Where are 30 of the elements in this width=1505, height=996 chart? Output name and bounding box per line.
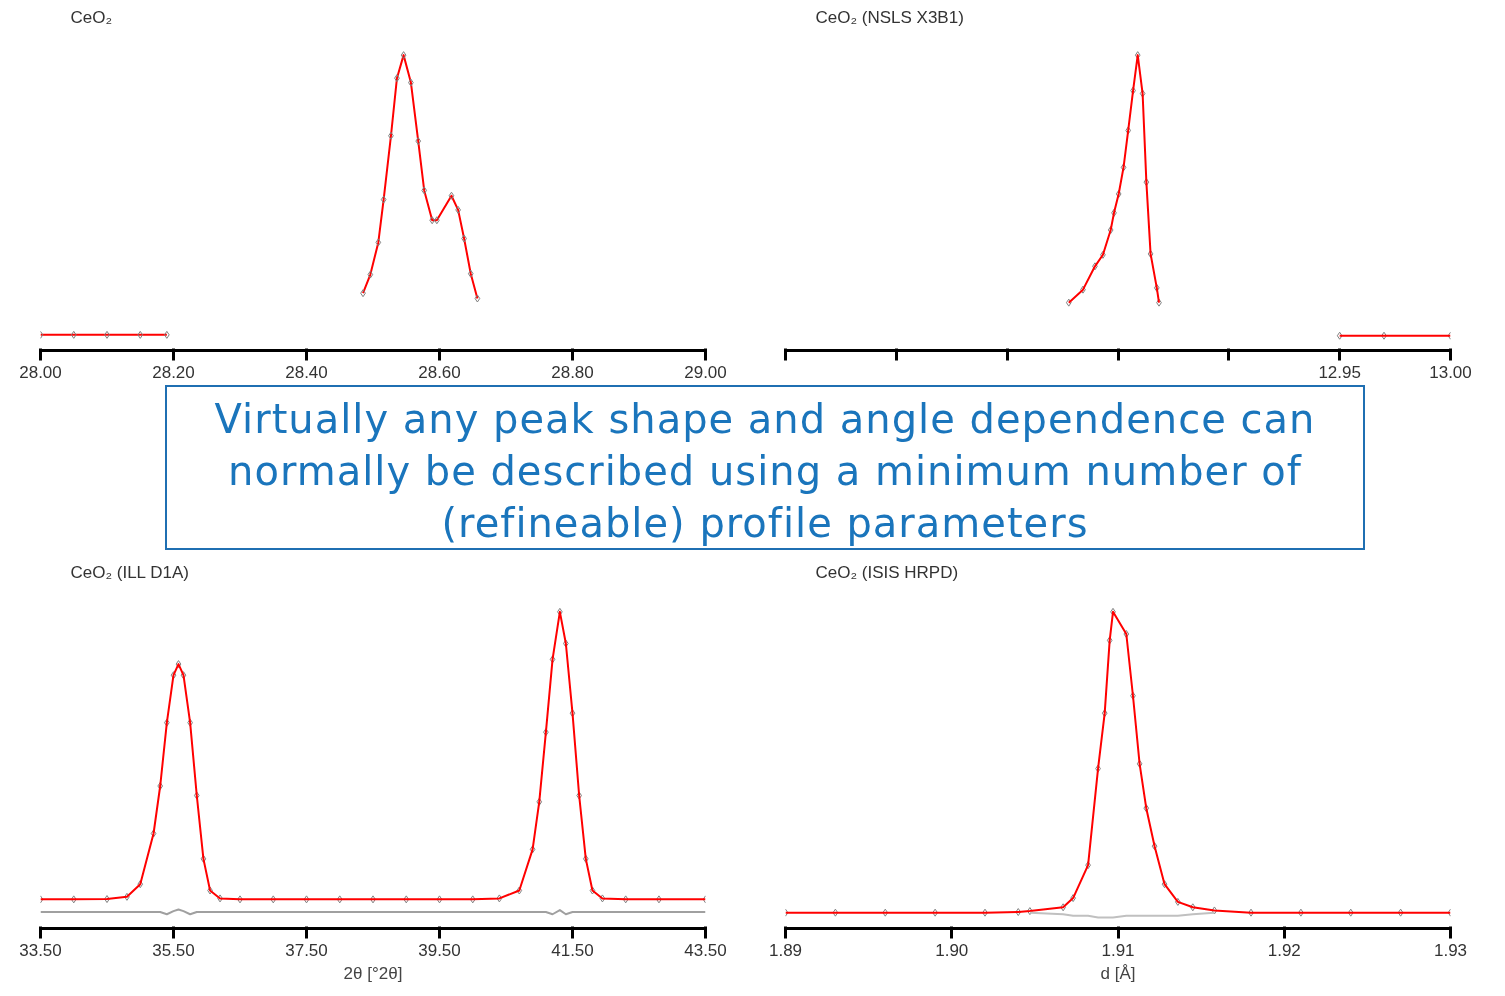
- chart-title: CeO₂ (ISIS HRPD): [815, 562, 959, 582]
- text: Virtually any peak shape and angle dependence can normally be described using a minimum number of (refineable) profile parameters: [213, 395, 1317, 548]
- chart-title: CeO₂ (NSLS X3B1): [815, 7, 964, 27]
- chart-title: CeO₂: [70, 7, 113, 27]
- point: [1015, 908, 1022, 917]
- chart-title: CeO₂ (ILL D1A): [70, 562, 189, 582]
- x-tick-label: 37.50: [285, 940, 328, 960]
- x-tick-label: 1.90: [935, 940, 969, 960]
- x-tick-label: 43.50: [684, 940, 727, 960]
- x-tick-label: 29.00: [684, 362, 727, 382]
- point: [1336, 331, 1343, 340]
- x-tick-label: 33.50: [19, 940, 62, 960]
- point: [1065, 298, 1072, 307]
- x-axis-title: d [Å]: [1100, 963, 1136, 983]
- x-tick-label: 35.50: [152, 940, 195, 960]
- x-tick-label: 28.40: [285, 362, 328, 382]
- x-tick-label: 1.89: [768, 940, 803, 960]
- x-tick-label: 39.50: [418, 940, 461, 960]
- x-tick-label: 1.93: [1433, 940, 1468, 960]
- x-tick-label: 28.60: [418, 362, 461, 382]
- x-tick-label: 12.95: [1318, 362, 1361, 382]
- x-tick-label: 28.80: [551, 362, 594, 382]
- x-tick-label: 1.91: [1101, 940, 1135, 960]
- point: [832, 908, 839, 917]
- x-tick-label: 41.50: [551, 940, 594, 960]
- x-tick-label: 13.00: [1429, 362, 1472, 382]
- x-tick-label: 28.20: [152, 362, 195, 382]
- x-tick-label: 1.92: [1267, 940, 1301, 960]
- x-axis-title: 2θ [°2θ]: [343, 963, 403, 983]
- x-tick-label: 28.00: [19, 362, 62, 382]
